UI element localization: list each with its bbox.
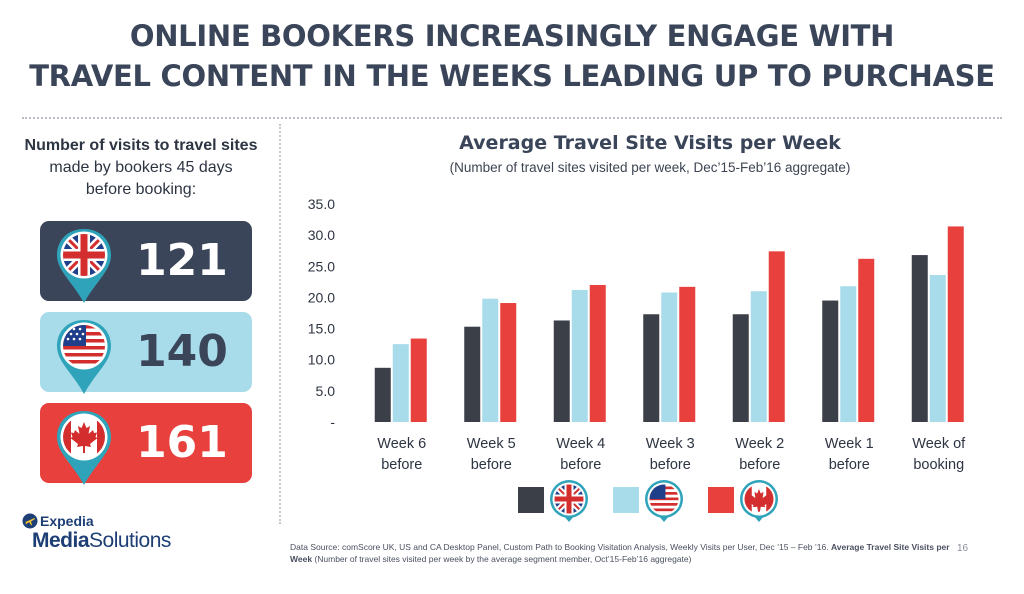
stat-card-us: 140 xyxy=(40,312,252,394)
page-number: 16 xyxy=(957,543,969,554)
bar xyxy=(374,367,391,422)
x-tick-label: Week of xyxy=(912,436,966,452)
bar xyxy=(464,326,481,422)
caption-line-3: before booking: xyxy=(85,181,197,198)
us-flag-icon xyxy=(645,480,683,522)
bar xyxy=(911,255,928,422)
stat-value-canada: 161 xyxy=(136,417,228,468)
source-tail-text: (Number of travel sites visited per week… xyxy=(312,554,692,564)
chart-title: Average Travel Site Visits per Week xyxy=(459,132,841,154)
y-tick-label: 15.0 xyxy=(308,321,335,337)
caption-line-1: Number of visits to travel sites xyxy=(24,137,258,154)
bar xyxy=(840,286,857,422)
x-tick-label: before xyxy=(471,457,512,473)
headline-line-1: ONLINE BOOKERS INCREASINGLY ENGAGE WITH xyxy=(129,19,895,53)
x-tick-label: before xyxy=(381,457,422,473)
chart-legend xyxy=(518,480,778,522)
y-axis: - 5.0 10.0 15.0 20.0 25.0 30.0 35.0 xyxy=(308,196,336,430)
x-axis: Week 6 before Week 5 before Week 4 before Week… xyxy=(377,436,966,473)
bar xyxy=(947,226,964,422)
visits-bar-chart: - 5.0 10.0 15.0 20.0 25.0 30.0 35.0 Week 6 befor… xyxy=(308,196,966,522)
x-tick-label: Week 2 xyxy=(735,436,784,452)
x-tick-label: Week 5 xyxy=(467,436,516,452)
canada-flag-pin-icon xyxy=(57,411,111,485)
dotted-divider-vertical xyxy=(279,124,281,524)
y-tick-label: 35.0 xyxy=(308,196,335,212)
headline-line-2: TRAVEL CONTENT IN THE WEEKS LEADING UP T… xyxy=(29,59,995,93)
uk-flag-pin-icon xyxy=(57,229,111,303)
bar xyxy=(679,286,696,422)
logo-product-bold: Media xyxy=(32,529,90,552)
x-tick-label: booking xyxy=(913,457,964,473)
us-flag-pin-icon xyxy=(57,320,111,394)
logo-brand: Expedia xyxy=(40,513,94,529)
visits-caption: Number of visits to travel sites made by… xyxy=(10,135,272,201)
bar xyxy=(768,251,785,422)
data-source-note: Data Source: comScore UK, US and CA Desk… xyxy=(290,541,950,565)
canada-flag-icon xyxy=(740,480,778,522)
logo-product: MediaSolutions xyxy=(32,529,171,553)
dotted-divider-horizontal xyxy=(22,117,1002,119)
x-tick-label: Week 4 xyxy=(556,436,605,452)
caption-line-2: made by bookers 45 days xyxy=(49,159,233,176)
slide-headline: ONLINE BOOKERS INCREASINGLY ENGAGE WITH … xyxy=(0,16,1024,96)
x-tick-label: Week 3 xyxy=(646,436,695,452)
legend-swatch xyxy=(708,487,734,513)
stat-card-uk: 121 xyxy=(40,221,252,303)
bar xyxy=(553,320,570,422)
plane-icon xyxy=(22,513,38,529)
bar xyxy=(589,284,606,422)
bar xyxy=(822,300,839,422)
x-tick-label: before xyxy=(560,457,601,473)
stat-card-canada: 161 xyxy=(40,403,252,485)
x-tick-label: before xyxy=(650,457,691,473)
x-tick-label: Week 1 xyxy=(825,436,874,452)
stat-value-uk: 121 xyxy=(136,235,228,286)
bar xyxy=(858,258,875,422)
legend-swatch xyxy=(613,487,639,513)
expedia-media-solutions-logo: Expedia MediaSolutions xyxy=(22,510,202,560)
y-tick-label: 10.0 xyxy=(308,352,335,368)
chart-subtitle: (Number of travel sites visited per week… xyxy=(449,160,851,175)
bar xyxy=(929,275,946,422)
y-tick-label: 30.0 xyxy=(308,227,335,243)
source-bold-text: Average Travel Site Visits per Week xyxy=(290,542,950,564)
logo-product-rest: Solutions xyxy=(89,529,171,552)
bar xyxy=(661,292,678,422)
y-tick-label: - xyxy=(330,414,335,430)
y-tick-label: 25.0 xyxy=(308,258,335,274)
x-tick-label: before xyxy=(739,457,780,473)
source-text: Data Source: comScore UK, US and CA Desk… xyxy=(290,542,831,552)
y-tick-label: 20.0 xyxy=(308,289,335,305)
bar xyxy=(750,291,767,422)
bar xyxy=(732,314,749,422)
stat-value-us: 140 xyxy=(136,326,228,377)
y-tick-label: 5.0 xyxy=(316,383,336,399)
bar xyxy=(410,338,427,422)
bar xyxy=(500,303,517,422)
bar xyxy=(482,298,499,422)
legend-swatch xyxy=(518,487,544,513)
bars xyxy=(374,226,964,422)
x-tick-label: before xyxy=(829,457,870,473)
bar xyxy=(571,289,588,422)
bar xyxy=(643,314,660,422)
x-tick-label: Week 6 xyxy=(377,436,426,452)
bar xyxy=(392,344,409,422)
uk-flag-icon xyxy=(550,480,588,522)
